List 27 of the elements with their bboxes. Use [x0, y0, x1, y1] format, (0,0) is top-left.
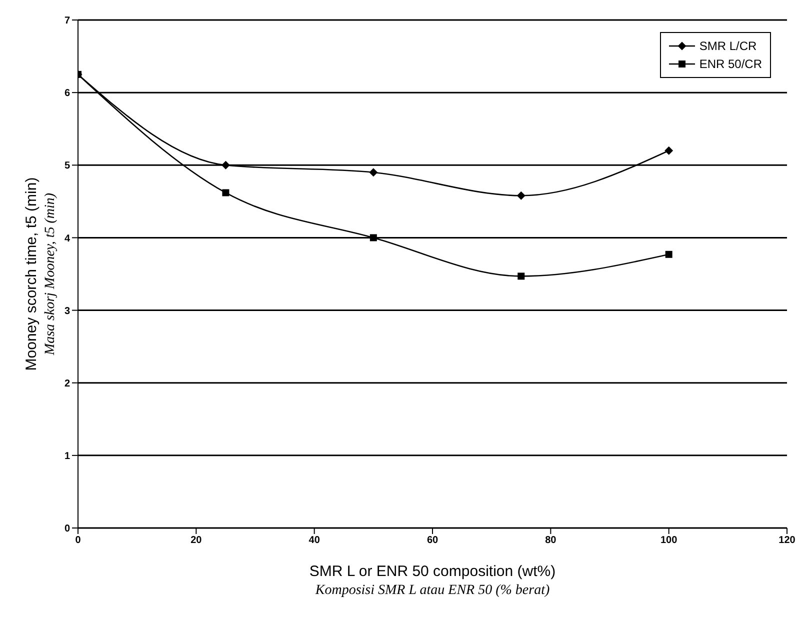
x-axis-title: SMR L or ENR 50 composition (wt%) Komposisi SMR L atau ENR 50 (% berat): [309, 563, 556, 598]
x-tick-label: 80: [545, 535, 557, 546]
y-tick-label: 3: [64, 306, 70, 317]
legend-label: SMR L/CR: [699, 38, 757, 55]
legend-label: ENR 50/CR: [699, 56, 762, 73]
y-tick-label: 5: [64, 160, 70, 172]
x-tick-label: 20: [190, 535, 202, 546]
y-tick-label: 0: [64, 524, 70, 535]
y-tick-label: 1: [64, 450, 70, 462]
y-tick-label: 4: [64, 233, 70, 244]
y-tick-label: 6: [64, 88, 70, 100]
point: [370, 234, 377, 242]
x-tick-label: 0: [75, 535, 82, 546]
point: [221, 160, 230, 170]
point: [369, 168, 378, 177]
x-tick-label: 120: [778, 535, 796, 546]
x-tick-label: 40: [308, 535, 320, 546]
y-tick-label: 2: [64, 378, 70, 390]
y-axis-title: Mooney scorch time, t5 (min) Masa skorj Mooney, t5 (min): [23, 177, 58, 371]
point: [518, 272, 525, 280]
y-tick-label: 7: [64, 16, 70, 27]
point: [222, 189, 230, 196]
x-tick-label: 60: [426, 535, 438, 546]
point: [665, 250, 672, 258]
point: [516, 191, 526, 200]
x-tick-label: 100: [660, 535, 678, 546]
point: [664, 146, 674, 155]
